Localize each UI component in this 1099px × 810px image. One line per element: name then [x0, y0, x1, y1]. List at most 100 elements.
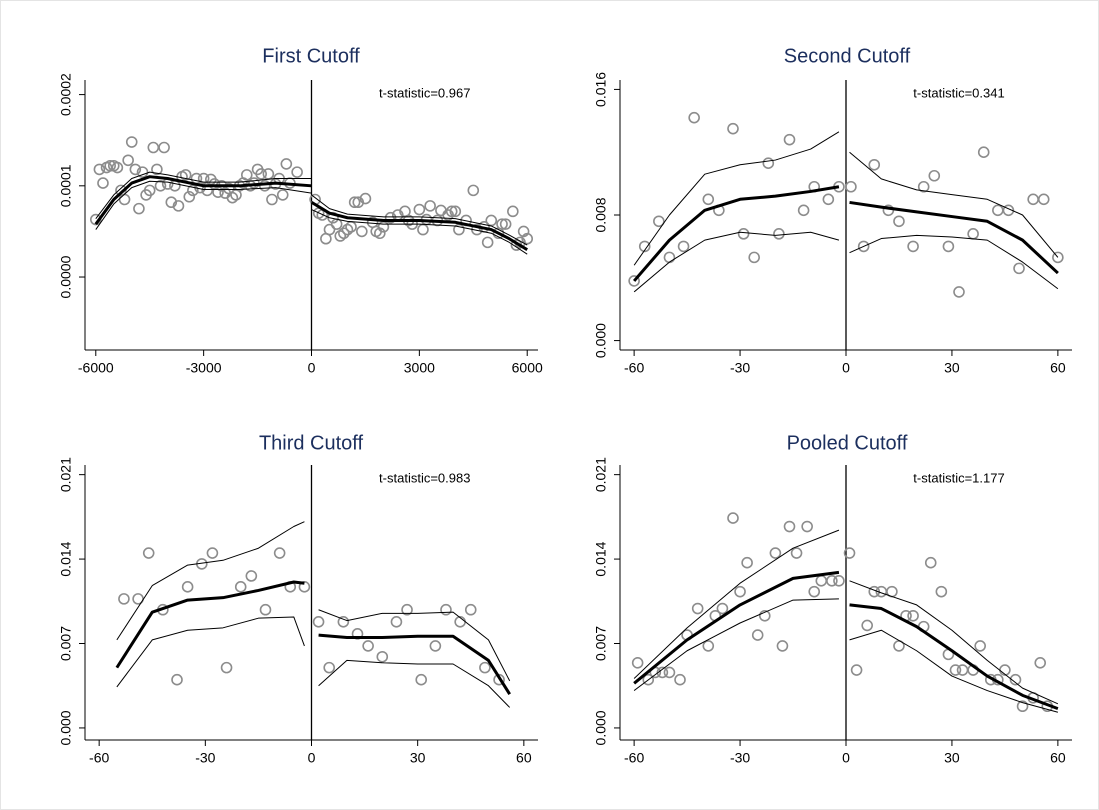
data-point: [133, 202, 145, 215]
data-point: [907, 609, 919, 622]
data-point: [882, 204, 895, 217]
fit-line: [849, 200, 1059, 275]
ci-line: [849, 580, 1059, 705]
data-point: [323, 661, 335, 674]
data-point: [953, 286, 965, 298]
data-point: [384, 211, 397, 224]
data-point: [758, 609, 771, 622]
panel-title: First Cutoff: [262, 45, 360, 67]
data-point: [359, 192, 372, 205]
fit-line: [115, 580, 305, 669]
data-point: [481, 236, 494, 249]
annotation: t-statistic=1.177: [913, 470, 1004, 485]
x-tick-label: 60: [1050, 360, 1066, 376]
data-point: [977, 146, 990, 159]
data-point: [727, 512, 739, 524]
data-point: [797, 204, 810, 217]
data-point: [291, 166, 303, 178]
data-point: [245, 570, 258, 582]
data-point: [776, 640, 789, 652]
data-point: [691, 602, 704, 615]
data-point: [142, 547, 155, 559]
data-point: [734, 585, 746, 598]
y-tick-label: 0.0001: [58, 164, 74, 207]
data-point: [154, 180, 167, 192]
data-point: [638, 240, 651, 253]
ci-line: [849, 151, 1059, 258]
data-point: [674, 673, 686, 686]
data-point: [104, 159, 116, 172]
x-tick-label: -3000: [186, 360, 222, 376]
data-point: [187, 184, 199, 197]
y-tick-label: 0.0002: [58, 73, 74, 116]
data-point: [737, 228, 750, 240]
data-point: [783, 133, 796, 146]
data-point: [464, 603, 477, 616]
data-point: [702, 193, 715, 206]
y-tick-label: 0.014: [58, 541, 74, 576]
y-tick-label: 0.014: [593, 541, 609, 576]
data-point: [122, 154, 134, 167]
ci-line: [116, 616, 305, 688]
data-point: [893, 215, 905, 228]
data-point: [445, 205, 458, 218]
x-tick-label: -60: [89, 750, 109, 766]
data-point: [935, 585, 948, 598]
data-point: [790, 547, 803, 559]
x-tick-label: 0: [842, 750, 850, 766]
data-point: [521, 232, 534, 245]
x-tick-label: -60: [624, 750, 644, 766]
data-point: [1013, 262, 1025, 275]
y-tick-label: 0.007: [593, 626, 609, 661]
data-point: [783, 520, 796, 533]
y-tick-label: 0.000: [593, 323, 609, 358]
x-tick-label: 0: [842, 360, 850, 376]
data-point: [429, 640, 442, 652]
panel: Third Cutoff 0.000 0.007 0.014 0.021 -60 -30 0 3…: [58, 432, 538, 766]
data-point: [843, 547, 856, 559]
y-tick-label: 0.000: [593, 710, 609, 745]
ci-line: [849, 629, 1059, 713]
data-point: [702, 640, 715, 652]
data-point: [440, 603, 452, 616]
fit-line: [318, 633, 511, 695]
data-point: [258, 180, 271, 192]
data-point: [861, 619, 873, 632]
data-point: [143, 184, 156, 197]
x-tick-label: -30: [730, 750, 750, 766]
x-tick-label: 30: [410, 750, 426, 766]
data-point: [822, 193, 835, 206]
x-tick-label: 3000: [404, 360, 435, 376]
ci-line: [633, 598, 839, 691]
data-point: [206, 547, 219, 559]
ci-line: [633, 529, 840, 679]
data-point: [312, 615, 325, 628]
data-point: [234, 581, 247, 593]
data-point: [259, 603, 272, 616]
data-point: [453, 223, 465, 236]
data-point: [833, 574, 845, 587]
ci-line: [95, 180, 312, 230]
data-point: [151, 163, 163, 176]
x-tick-label: -30: [195, 750, 215, 766]
fit-line: [849, 603, 1059, 711]
data-point: [868, 158, 881, 171]
data-point: [496, 218, 508, 230]
data-point: [949, 664, 962, 676]
data-point: [677, 240, 690, 253]
x-tick-label: 0: [308, 750, 316, 766]
ci-line: [318, 659, 511, 708]
data-point: [907, 240, 919, 253]
ci-line: [633, 131, 840, 266]
ci-line: [311, 209, 528, 255]
x-tick-label: 60: [516, 750, 532, 766]
ci-line: [311, 194, 528, 246]
ci-line: [95, 171, 312, 219]
ci-line: [633, 231, 840, 293]
data-point: [974, 640, 986, 652]
data-point: [220, 661, 233, 674]
data-point: [171, 673, 183, 686]
y-tick-label: 0.0000: [58, 255, 74, 298]
annotation: t-statistic=0.983: [379, 470, 470, 485]
